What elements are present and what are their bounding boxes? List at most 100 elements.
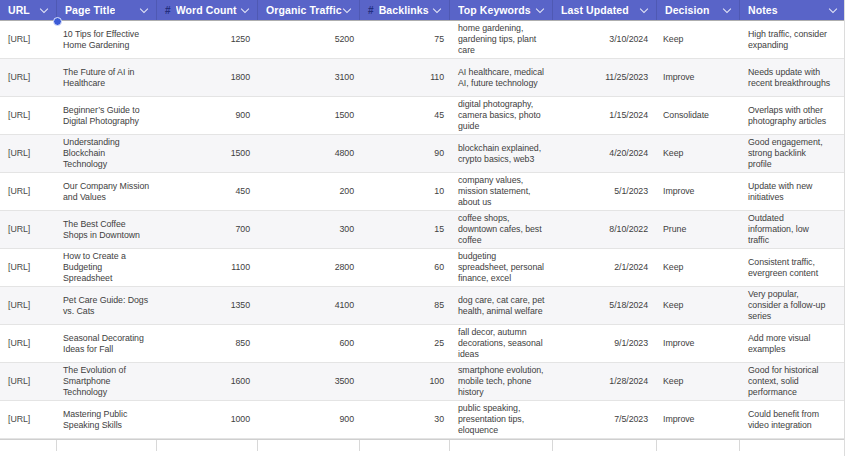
cell-notes[interactable]: Needs update with recent breakthroughs [740,59,845,96]
column-resize-handle[interactable] [53,17,62,26]
cell-title[interactable]: Understanding Blockchain Technology [57,135,157,172]
cell-decision[interactable]: Consolidate [657,97,740,134]
cell-notes[interactable]: Could benefit from video integration [740,401,845,438]
cell-last_updated[interactable]: 7/5/2023 [553,401,657,438]
cell-word_count[interactable]: 1350 [157,287,258,324]
cell-title[interactable]: 10 Tips for Effective Home Gardening [57,21,157,58]
column-header-last_updated[interactable]: Last Updated [553,0,657,20]
cell-title[interactable]: The Best Coffee Shops in Downtown [57,211,157,248]
cell-decision[interactable]: Keep [657,135,740,172]
cell-decision[interactable]: Improve [657,59,740,96]
cell-backlinks[interactable]: 90 [360,135,450,172]
cell-title[interactable]: Pet Care Guide: Dogs vs. Cats [57,287,157,324]
chevron-down-icon[interactable] [723,4,731,12]
empty-cell[interactable] [0,440,57,451]
cell-last_updated[interactable]: 1/15/2024 [553,97,657,134]
cell-url[interactable]: [URL] [0,21,57,58]
cell-backlinks[interactable]: 30 [360,401,450,438]
empty-cell[interactable] [157,440,258,451]
cell-organic_traffic[interactable]: 200 [258,173,360,210]
cell-top_keywords[interactable]: budgeting spreadsheet, personal finance,… [450,249,553,286]
cell-notes[interactable]: Update with new initiatives [740,173,845,210]
cell-word_count[interactable]: 1600 [157,363,258,400]
cell-top_keywords[interactable]: home gardening, gardening tips, plant ca… [450,21,553,58]
cell-top_keywords[interactable]: digital photography, camera basics, phot… [450,97,553,134]
chevron-down-icon[interactable] [829,4,837,12]
cell-notes[interactable]: Overlaps with other photography articles [740,97,845,134]
empty-cell[interactable] [258,440,360,451]
cell-last_updated[interactable]: 4/20/2024 [553,135,657,172]
cell-organic_traffic[interactable]: 300 [258,211,360,248]
cell-organic_traffic[interactable]: 4800 [258,135,360,172]
cell-decision[interactable]: Improve [657,401,740,438]
cell-title[interactable]: How to Create a Budgeting Spreadsheet [57,249,157,286]
cell-last_updated[interactable]: 5/1/2023 [553,173,657,210]
chevron-down-icon[interactable] [433,4,441,12]
chevron-down-icon[interactable] [241,4,249,12]
cell-top_keywords[interactable]: fall decor, autumn decorations, seasonal… [450,325,553,362]
cell-organic_traffic[interactable]: 5200 [258,21,360,58]
cell-url[interactable]: [URL] [0,97,57,134]
cell-decision[interactable]: Improve [657,173,740,210]
column-header-decision[interactable]: Decision [657,0,740,20]
cell-backlinks[interactable]: 75 [360,21,450,58]
cell-word_count[interactable]: 1500 [157,135,258,172]
cell-organic_traffic[interactable]: 3100 [258,59,360,96]
cell-word_count[interactable]: 850 [157,325,258,362]
cell-last_updated[interactable]: 11/25/2023 [553,59,657,96]
cell-backlinks[interactable]: 25 [360,325,450,362]
cell-url[interactable]: [URL] [0,325,57,362]
empty-cell[interactable] [740,440,845,451]
cell-organic_traffic[interactable]: 3500 [258,363,360,400]
column-header-top_keywords[interactable]: Top Keywords [450,0,553,20]
cell-last_updated[interactable]: 3/10/2024 [553,21,657,58]
cell-top_keywords[interactable]: blockchain explained, crypto basics, web… [450,135,553,172]
cell-url[interactable]: [URL] [0,287,57,324]
cell-organic_traffic[interactable]: 4100 [258,287,360,324]
cell-notes[interactable]: Outdated information, low traffic [740,211,845,248]
cell-organic_traffic[interactable]: 2800 [258,249,360,286]
cell-word_count[interactable]: 450 [157,173,258,210]
cell-url[interactable]: [URL] [0,401,57,438]
cell-last_updated[interactable]: 9/1/2023 [553,325,657,362]
cell-url[interactable]: [URL] [0,59,57,96]
cell-decision[interactable]: Keep [657,21,740,58]
cell-word_count[interactable]: 900 [157,97,258,134]
empty-cell[interactable] [553,440,657,451]
chevron-down-icon[interactable] [536,4,544,12]
cell-backlinks[interactable]: 100 [360,363,450,400]
cell-title[interactable]: Our Company Mission and Values [57,173,157,210]
column-header-organic_traffic[interactable]: Organic Traffic [258,0,360,20]
cell-title[interactable]: Seasonal Decorating Ideas for Fall [57,325,157,362]
cell-top_keywords[interactable]: smartphone evolution, mobile tech, phone… [450,363,553,400]
column-header-backlinks[interactable]: #Backlinks [360,0,450,20]
cell-top_keywords[interactable]: dog care, cat care, pet health, animal w… [450,287,553,324]
cell-last_updated[interactable]: 2/1/2024 [553,249,657,286]
empty-cell[interactable] [57,440,157,451]
cell-last_updated[interactable]: 1/28/2024 [553,363,657,400]
cell-word_count[interactable]: 1000 [157,401,258,438]
cell-url[interactable]: [URL] [0,135,57,172]
cell-last_updated[interactable]: 8/10/2022 [553,211,657,248]
column-header-url[interactable]: URL [0,0,57,20]
cell-backlinks[interactable]: 110 [360,59,450,96]
cell-title[interactable]: Beginner’s Guide to Digital Photography [57,97,157,134]
cell-organic_traffic[interactable]: 600 [258,325,360,362]
chevron-down-icon[interactable] [343,4,351,12]
cell-decision[interactable]: Prune [657,211,740,248]
column-header-word_count[interactable]: #Word Count [157,0,258,20]
cell-top_keywords[interactable]: public speaking, presentation tips, eloq… [450,401,553,438]
cell-organic_traffic[interactable]: 1500 [258,97,360,134]
cell-url[interactable]: [URL] [0,363,57,400]
cell-notes[interactable]: Good engagement, strong backlink profile [740,135,845,172]
cell-top_keywords[interactable]: coffee shops, downtown cafes, best coffe… [450,211,553,248]
chevron-down-icon[interactable] [640,4,648,12]
cell-decision[interactable]: Keep [657,287,740,324]
cell-notes[interactable]: Very popular, consider a follow-up serie… [740,287,845,324]
cell-backlinks[interactable]: 60 [360,249,450,286]
cell-backlinks[interactable]: 15 [360,211,450,248]
cell-organic_traffic[interactable]: 900 [258,401,360,438]
cell-url[interactable]: [URL] [0,173,57,210]
empty-cell[interactable] [360,440,450,451]
cell-decision[interactable]: Keep [657,249,740,286]
